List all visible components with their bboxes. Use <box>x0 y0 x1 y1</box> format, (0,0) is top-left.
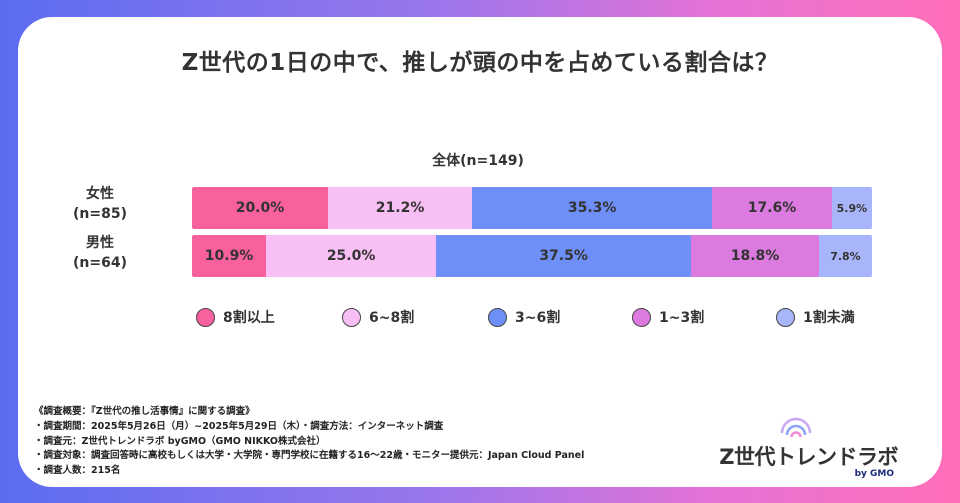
data-label: 35.3% <box>567 200 617 216</box>
survey-notes: 《調査概要：『Z世代の推し活事情』に関する調査》・調査期間：2025年5月26日… <box>34 405 584 479</box>
logo-name: Z世代トレンドラボ <box>719 445 898 469</box>
bar-segment-female-3: 17.6% <box>712 187 832 229</box>
survey-note-line: 《調査概要：『Z世代の推し活事情』に関する調査》 <box>34 406 255 417</box>
legend-label: 6~8割 <box>369 310 415 326</box>
bar-female: 20.0% 21.2% 35.3% 17.6% 5.9% <box>192 187 872 229</box>
row-label-male: 男性 (n=64) <box>40 233 160 273</box>
bar-segment-female-0: 20.0% <box>192 187 328 229</box>
row-label-female: 女性 (n=85) <box>40 184 160 224</box>
legend-item: 1割未満 <box>776 307 855 327</box>
survey-note-line: ・調査期間：2025年5月26日（月）~2025年5月29日（木）・調査方法：イ… <box>34 420 444 432</box>
legend-label: 1割未満 <box>803 310 855 326</box>
data-label: 21.2% <box>375 200 425 216</box>
legend-item: 1~3割 <box>632 307 704 327</box>
chart-title: Z世代の1日の中で、推しが頭の中を占めている割合は？ <box>181 50 779 76</box>
legend-label: 3~6割 <box>515 310 561 326</box>
card: Z世代の1日の中で、推しが頭の中を占めている割合は？ 全体(n=149) 女性 … <box>18 17 942 487</box>
data-label: 17.6% <box>747 200 797 216</box>
legend-item: 8割以上 <box>196 307 275 327</box>
bar-segment-male-0: 10.9% <box>192 235 267 277</box>
chart-subtitle: 全体(n=149) <box>432 153 524 169</box>
data-label: 7.8% <box>830 249 861 263</box>
legend-label: 1~3割 <box>659 310 705 326</box>
legend-item: 3~6割 <box>488 307 560 327</box>
signal-icon <box>780 417 812 438</box>
row-label-male-name: 男性 <box>86 235 114 251</box>
legend-swatch <box>342 307 361 327</box>
bar-segment-female-1: 21.2% <box>328 187 473 229</box>
bar-segment-male-1: 25.0% <box>266 235 437 277</box>
legend-swatch <box>776 307 795 327</box>
bar-segment-female-2: 35.3% <box>472 187 713 229</box>
bar-segment-female-4: 5.9% <box>831 187 872 229</box>
bar-male: 10.9% 25.0% 37.5% 18.8% 7.8% <box>192 235 872 277</box>
row-label-female-name: 女性 <box>86 186 114 202</box>
bar-segment-male-2: 37.5% <box>436 235 692 277</box>
legend-label: 8割以上 <box>223 310 275 326</box>
bar-segment-male-4: 7.8% <box>818 235 872 277</box>
data-label: 20.0% <box>235 200 285 216</box>
data-label: 18.8% <box>730 248 780 264</box>
legend-swatch <box>488 307 507 327</box>
data-label: 37.5% <box>539 248 588 264</box>
survey-note-line: ・調査元：Z世代トレンドラボ byGMO（GMO NIKKO株式会社） <box>34 435 326 447</box>
survey-note-line: ・調査対象：調査回答時に高校もしくは大学・大学院・専門学校に在籍する16〜22歳… <box>34 450 585 462</box>
legend-swatch <box>632 307 651 327</box>
data-label: 10.9% <box>204 248 254 264</box>
row-label-male-n: (n=64) <box>73 255 127 271</box>
survey-note-line: ・調査人数：215名 <box>34 465 121 477</box>
logo-by: by GMO <box>854 469 894 479</box>
legend: 8割以上 6~8割 3~6割 1~3割 1割未満 <box>18 307 942 333</box>
legend-item: 6~8割 <box>342 307 414 327</box>
logo: Z世代トレンドラボ by GMO <box>718 413 898 483</box>
data-label: 5.9% <box>836 201 868 215</box>
legend-swatch <box>196 307 215 327</box>
bar-segment-male-3: 18.8% <box>691 235 819 277</box>
data-label: 25.0% <box>326 248 376 264</box>
row-label-female-n: (n=85) <box>73 206 127 222</box>
